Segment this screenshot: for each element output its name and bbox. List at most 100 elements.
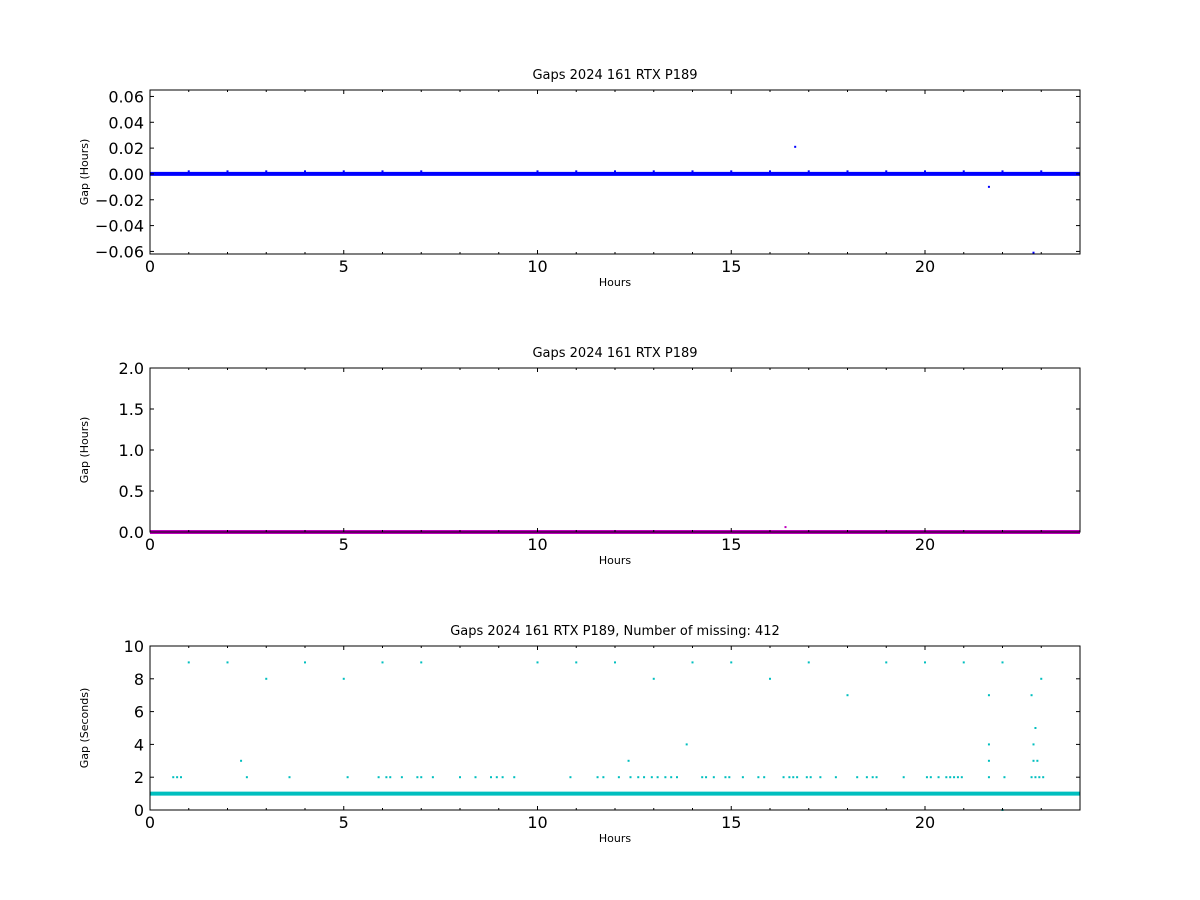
data-point xyxy=(495,776,498,779)
data-point xyxy=(685,743,688,746)
data-point xyxy=(187,661,190,664)
data-point xyxy=(819,776,822,779)
y-tick-label: 2.0 xyxy=(119,359,144,378)
data-point xyxy=(265,677,268,680)
data-point xyxy=(807,661,810,664)
data-point xyxy=(652,170,655,173)
data-point xyxy=(871,776,874,779)
data-point xyxy=(1038,776,1041,779)
data-point xyxy=(788,776,791,779)
data-point xyxy=(784,526,787,529)
x-tick-label: 0 xyxy=(145,257,155,276)
y-tick-label: −0.02 xyxy=(95,191,144,210)
plot-frame xyxy=(149,367,1081,533)
chart-panel-3: Gaps 2024 161 RTX P189, Number of missin… xyxy=(78,624,1081,845)
data-point xyxy=(1030,694,1033,697)
data-point xyxy=(490,776,492,779)
data-point xyxy=(1042,776,1045,779)
data-point xyxy=(1001,661,1004,664)
x-tick-label: 10 xyxy=(527,257,547,276)
data-point xyxy=(987,759,990,762)
data-point xyxy=(792,776,795,779)
data-point xyxy=(834,776,837,779)
data-point xyxy=(701,776,704,779)
data-point xyxy=(629,776,632,779)
data-point xyxy=(763,776,766,779)
data-point xyxy=(602,776,605,779)
data-point xyxy=(501,776,504,779)
y-tick-label: 0.02 xyxy=(108,139,144,158)
data-point xyxy=(240,759,243,762)
x-tick-label: 10 xyxy=(527,813,547,832)
data-point xyxy=(1036,759,1039,762)
x-tick-label: 15 xyxy=(721,535,741,554)
x-tick-label: 0 xyxy=(145,813,155,832)
data-point xyxy=(875,776,878,779)
data-point xyxy=(757,776,760,779)
y-axis-label: Gap (Hours) xyxy=(78,417,91,484)
data-point xyxy=(846,170,849,173)
plot-frame xyxy=(149,89,1081,255)
data-point xyxy=(381,661,384,664)
x-tick-label: 10 xyxy=(527,535,547,554)
data-point xyxy=(794,145,797,148)
chart-panel-1: Gaps 2024 161 RTX P189 Hours Gap (Hours) 0 5… xyxy=(78,68,1081,289)
y-tick-label: −0.06 xyxy=(95,242,144,261)
data-point xyxy=(342,677,345,680)
data-point xyxy=(676,776,678,779)
x-axis-label: Hours xyxy=(599,276,631,289)
y-axis-label: Gap (Seconds) xyxy=(78,688,91,769)
data-point xyxy=(304,170,306,173)
data-point xyxy=(420,661,423,664)
data-point xyxy=(342,170,345,173)
x-axis-label: Hours xyxy=(599,554,631,567)
data-point xyxy=(389,776,392,779)
y-tick-label: 4 xyxy=(134,735,144,754)
y-tick-label: −0.04 xyxy=(95,217,144,236)
y-tick-label: 0.00 xyxy=(108,165,144,184)
data-point xyxy=(987,743,990,746)
data-point xyxy=(416,776,419,779)
data-point xyxy=(187,170,190,173)
data-point xyxy=(929,776,932,779)
data-point xyxy=(172,776,175,779)
data-point xyxy=(1034,776,1037,779)
data-point xyxy=(596,776,599,779)
data-point xyxy=(925,776,928,779)
x-tick-label: 5 xyxy=(339,813,349,832)
data-point xyxy=(782,776,785,779)
y-tick-label: 1.5 xyxy=(119,400,144,419)
y-tick-label: 2 xyxy=(134,768,144,787)
data-point xyxy=(536,170,539,173)
data-point xyxy=(987,776,990,779)
y-axis-label: Gap (Hours) xyxy=(78,139,91,206)
data-point xyxy=(724,776,727,779)
data-point xyxy=(176,776,179,779)
data-point xyxy=(945,776,948,779)
data-point xyxy=(346,776,349,779)
data-point xyxy=(937,776,940,779)
data-point xyxy=(987,694,990,697)
data-point xyxy=(652,677,655,680)
y-tick-label: 6 xyxy=(134,703,144,722)
chart-title: Gaps 2024 161 RTX P189 xyxy=(532,68,697,83)
data-point xyxy=(960,776,963,779)
data-point xyxy=(420,170,423,173)
data-point xyxy=(962,661,965,664)
data-point xyxy=(569,776,572,779)
data-point xyxy=(856,776,859,779)
data-point xyxy=(180,776,182,779)
x-tick-label: 5 xyxy=(339,257,349,276)
data-point xyxy=(846,694,849,697)
data-point xyxy=(691,170,694,173)
data-point xyxy=(226,661,229,664)
chart-panel-2: Gaps 2024 161 RTX P189 Hours Gap (Hours) 0 5… xyxy=(78,346,1081,567)
x-tick-label: 20 xyxy=(915,535,935,554)
x-tick-label: 15 xyxy=(721,257,741,276)
y-tick-label: 8 xyxy=(134,670,144,689)
data-point xyxy=(614,170,616,173)
data-point xyxy=(949,776,952,779)
data-point xyxy=(226,170,229,173)
y-tick-label: 0 xyxy=(134,801,144,820)
